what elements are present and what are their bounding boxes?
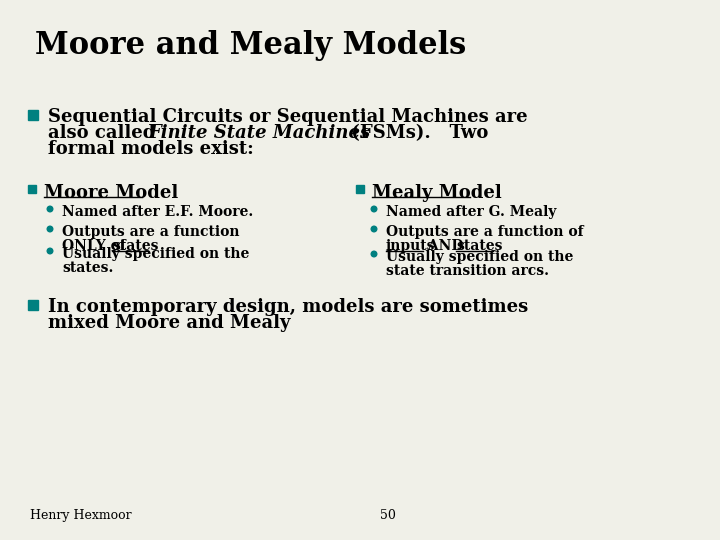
Text: Moore Model: Moore Model: [44, 184, 179, 202]
Text: (FSMs).   Two: (FSMs). Two: [345, 124, 488, 142]
Text: Moore and Mealy Models: Moore and Mealy Models: [35, 30, 467, 61]
Text: Named after G. Mealy: Named after G. Mealy: [386, 205, 557, 219]
Circle shape: [48, 226, 53, 232]
Text: ONLY of: ONLY of: [62, 239, 131, 253]
Text: Finite State Machines: Finite State Machines: [148, 124, 370, 142]
Text: formal models exist:: formal models exist:: [48, 140, 253, 158]
Text: state transition arcs.: state transition arcs.: [386, 264, 549, 278]
Text: states.: states.: [62, 261, 113, 275]
Text: Outputs are a function of: Outputs are a function of: [386, 225, 584, 239]
Text: Henry Hexmoor: Henry Hexmoor: [30, 509, 132, 522]
Text: AND: AND: [423, 239, 469, 253]
Text: Usually specified on the: Usually specified on the: [386, 250, 573, 264]
Text: states: states: [112, 239, 158, 253]
Text: Sequential Circuits or Sequential Machines are: Sequential Circuits or Sequential Machin…: [48, 108, 528, 126]
Text: states: states: [456, 239, 503, 253]
Text: Usually specified on the: Usually specified on the: [62, 247, 249, 261]
Text: 50: 50: [380, 509, 396, 522]
Text: Mealy Model: Mealy Model: [372, 184, 502, 202]
Circle shape: [372, 251, 377, 257]
Bar: [356, 185, 364, 193]
Circle shape: [372, 226, 377, 232]
Text: inputs: inputs: [386, 239, 436, 253]
Text: also called: also called: [48, 124, 161, 142]
Bar: [28, 300, 38, 310]
Circle shape: [372, 206, 377, 212]
Circle shape: [48, 248, 53, 254]
Text: Outputs are a function: Outputs are a function: [62, 225, 240, 239]
Text: In contemporary design, models are sometimes: In contemporary design, models are somet…: [48, 298, 528, 316]
Circle shape: [48, 206, 53, 212]
Text: mixed Moore and Mealy: mixed Moore and Mealy: [48, 314, 290, 332]
Bar: [28, 185, 36, 193]
Bar: [28, 110, 38, 120]
Text: Named after E.F. Moore.: Named after E.F. Moore.: [62, 205, 253, 219]
